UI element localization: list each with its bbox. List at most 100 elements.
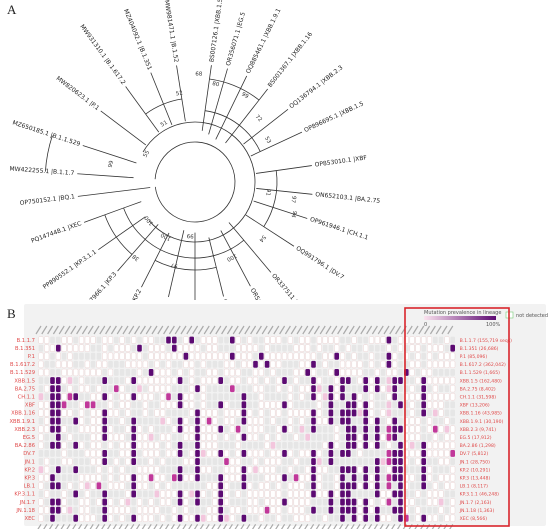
heatmap-cell [415, 409, 421, 417]
heatmap-cell [421, 514, 426, 522]
column-header [128, 325, 135, 335]
heatmap-cell [438, 474, 444, 482]
heatmap-cell [200, 425, 206, 433]
heatmap-cell [56, 458, 61, 465]
row-label-left: B.1.1.529 [10, 370, 35, 376]
column-footer [327, 523, 332, 529]
heatmap-cell [50, 474, 55, 482]
row-label-left: XBB.1.16 [11, 411, 35, 417]
heatmap-cell [258, 514, 264, 522]
heatmap-cell [317, 425, 322, 433]
heatmap-cell [137, 401, 142, 409]
heatmap-cell [363, 377, 368, 384]
heatmap-cell [73, 336, 78, 344]
heatmap-cell [38, 352, 44, 360]
heatmap-cell [67, 466, 73, 474]
heatmap-cell [421, 368, 427, 377]
tree-branch [256, 188, 313, 195]
heatmap-cell [444, 376, 450, 385]
heatmap-cell [241, 393, 247, 401]
heatmap-cell [61, 360, 67, 368]
heatmap-cell [409, 441, 415, 449]
bootstrap-value: 53 [263, 136, 272, 145]
heatmap-cell [235, 336, 241, 344]
heatmap-cell [386, 385, 392, 393]
heatmap-cell [427, 498, 433, 506]
panel-b-label: B [7, 306, 16, 321]
heatmap-cell [223, 409, 229, 417]
heatmap-cell [258, 409, 264, 417]
heatmap-cell [328, 352, 334, 360]
heatmap-cell [50, 425, 55, 433]
column-header [441, 325, 448, 335]
heatmap-cell [311, 352, 317, 360]
heatmap-cell [305, 474, 311, 482]
heatmap-cell [293, 376, 299, 385]
heatmap-cell [79, 352, 84, 360]
heatmap-cell [322, 514, 328, 522]
heatmap-cell [189, 457, 195, 466]
heatmap-cell [299, 425, 305, 433]
heatmap-cell [322, 466, 328, 474]
heatmap-cell [398, 433, 403, 441]
heatmap-cell [212, 441, 218, 449]
heatmap-cell [195, 474, 200, 482]
heatmap-cell [421, 409, 426, 417]
tree-branch [82, 145, 137, 164]
heatmap-cell [328, 377, 334, 384]
heatmap-cell [56, 506, 61, 514]
column-header [186, 325, 193, 335]
heatmap-cell [44, 514, 49, 522]
heatmap-cell [386, 466, 392, 474]
heatmap-cell [125, 490, 131, 498]
heatmap-cell [165, 441, 171, 449]
heatmap-cell [50, 441, 55, 449]
heatmap-cell [230, 441, 235, 449]
heatmap-cell [183, 498, 189, 506]
heatmap-cell [137, 336, 142, 344]
heatmap-cell [177, 441, 183, 449]
heatmap-cell [421, 344, 426, 352]
tree-branch [77, 173, 134, 179]
heatmap-cell [380, 482, 386, 490]
heatmap-cell [136, 466, 142, 474]
heatmap-cell [189, 385, 195, 393]
heatmap-cell [351, 482, 357, 490]
heatmap-cell [125, 336, 131, 344]
heatmap-cell [398, 506, 403, 514]
heatmap-cell [38, 409, 44, 417]
tree-tip-label: MW422255.1 |B.1.1.7 [9, 166, 74, 178]
heatmap-cell [270, 457, 276, 466]
heatmap-cell [427, 514, 433, 522]
heatmap-cell [247, 425, 253, 433]
heatmap-cell [363, 417, 368, 425]
heatmap-cell [166, 474, 171, 482]
heatmap-cell [136, 376, 142, 385]
heatmap-cell [235, 393, 241, 401]
heatmap-cell [107, 514, 113, 522]
heatmap-cell [270, 385, 276, 393]
heatmap-cell [166, 409, 171, 417]
heatmap-cell [392, 401, 397, 409]
heatmap-cell [108, 458, 113, 465]
heatmap-cell [61, 401, 67, 409]
heatmap-cell [114, 490, 119, 498]
heatmap-cell [235, 482, 241, 490]
heatmap-cell [432, 401, 438, 409]
heatmap-cell [409, 336, 415, 344]
row-label-right: B.1.1.7 (155,719 seqs) [460, 338, 513, 344]
heatmap-cell [282, 401, 287, 409]
heatmap-cell [276, 376, 282, 385]
heatmap-cell [427, 393, 433, 401]
heatmap-cell [287, 417, 293, 425]
column-header [366, 325, 373, 335]
heatmap-cell [160, 441, 165, 449]
heatmap-cell [195, 466, 200, 474]
heatmap-cell [258, 401, 264, 409]
heatmap-cell [380, 466, 386, 474]
heatmap-cell [218, 425, 223, 433]
heatmap-cell [131, 344, 136, 352]
heatmap-cell [409, 377, 415, 384]
heatmap-cell [282, 409, 287, 417]
heatmap-cell [322, 369, 328, 376]
